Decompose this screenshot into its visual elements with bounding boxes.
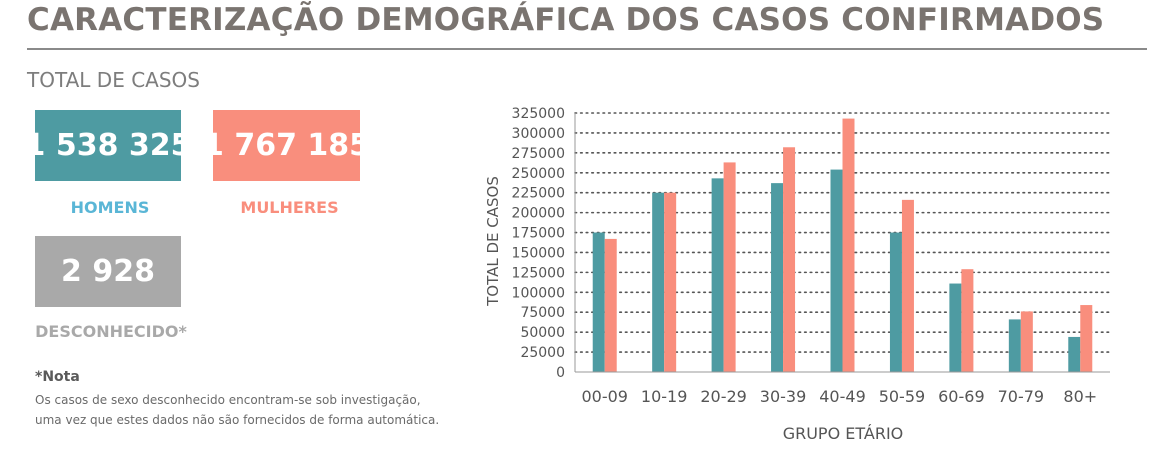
men-total-value: 1 538 325	[24, 128, 192, 163]
women-total-label: MULHERES	[240, 198, 339, 217]
y-axis-label: TOTAL DE CASOS	[484, 176, 502, 307]
bar-women-70-79	[1020, 311, 1033, 372]
unknown-total-value: 2 928	[61, 254, 155, 289]
x-tick-label: 80+	[1063, 387, 1097, 406]
page-title: CARACTERIZAÇÃO DEMOGRÁFICA DOS CASOS CON…	[27, 2, 1105, 38]
women-total-value: 1 767 185	[203, 128, 371, 163]
bar-men-50-59	[889, 232, 902, 372]
bar-women-20-29	[723, 162, 736, 372]
y-tick-label: 25000	[520, 345, 565, 361]
x-tick-label: 50-59	[879, 387, 926, 406]
y-tick-label: 250000	[512, 166, 565, 182]
y-tick-label: 275000	[512, 146, 565, 162]
bar-men-80+	[1068, 336, 1081, 372]
note-text-line-2: uma vez que estes dados não são fornecid…	[35, 413, 440, 427]
chart-axes: 0 25000 50000 75000 100000 125000 150000 175000…	[512, 106, 1110, 406]
y-tick-label: 75000	[520, 305, 565, 321]
bar-women-00-09	[604, 238, 617, 372]
bar-women-50-59	[901, 199, 914, 372]
y-tick-label: 225000	[512, 186, 565, 202]
section-subtitle: TOTAL DE CASOS	[27, 68, 200, 92]
bar-men-40-49	[830, 169, 843, 372]
unknown-total-box: 2 928	[35, 236, 181, 307]
note-title: *Nota	[35, 369, 80, 385]
x-tick-label: 10-19	[641, 387, 688, 406]
bar-women-10-19	[664, 192, 677, 372]
age-group-bar-chart: 0 25000 50000 75000 100000 125000 150000 175000…	[484, 106, 1111, 443]
men-total-label: HOMENS	[70, 198, 150, 217]
note-text-line-1: Os casos de sexo desconhecido encontram-…	[35, 393, 421, 407]
x-tick-label: 40-49	[819, 387, 866, 406]
x-axis-label: GRUPO ETÁRIO	[783, 424, 904, 443]
x-tick-label: 70-79	[998, 387, 1044, 406]
men-total-box: 1 538 325	[25, 110, 192, 181]
y-tick-label: 175000	[512, 226, 565, 242]
y-tick-label: 325000	[512, 106, 565, 122]
bar-men-30-39	[771, 183, 784, 372]
y-tick-label: 300000	[512, 126, 565, 142]
bar-men-70-79	[1008, 319, 1021, 372]
y-tick-label: 125000	[512, 265, 565, 281]
x-tick-label: 60-69	[938, 387, 985, 406]
x-tick-label: 20-29	[700, 387, 747, 406]
y-tick-label: 100000	[512, 285, 565, 301]
bar-men-20-29	[711, 178, 724, 372]
x-tick-label: 00-09	[581, 387, 628, 406]
y-tick-label: 0	[556, 365, 565, 381]
x-tick-label: 30-39	[760, 387, 807, 406]
bar-men-10-19	[652, 192, 665, 372]
bar-men-00-09	[592, 232, 605, 372]
chart-bars	[592, 118, 1093, 372]
y-tick-label: 50000	[520, 325, 565, 341]
bar-women-80+	[1080, 305, 1093, 372]
unknown-total-label: DESCONHECIDO*	[35, 322, 187, 341]
title-divider	[27, 48, 1147, 50]
bar-men-60-69	[949, 283, 962, 372]
bar-women-40-49	[842, 118, 855, 372]
women-total-box: 1 767 185	[203, 110, 370, 181]
bar-women-30-39	[783, 147, 796, 372]
y-tick-label: 200000	[512, 206, 565, 222]
bar-women-60-69	[961, 269, 974, 372]
y-tick-label: 150000	[512, 245, 565, 261]
